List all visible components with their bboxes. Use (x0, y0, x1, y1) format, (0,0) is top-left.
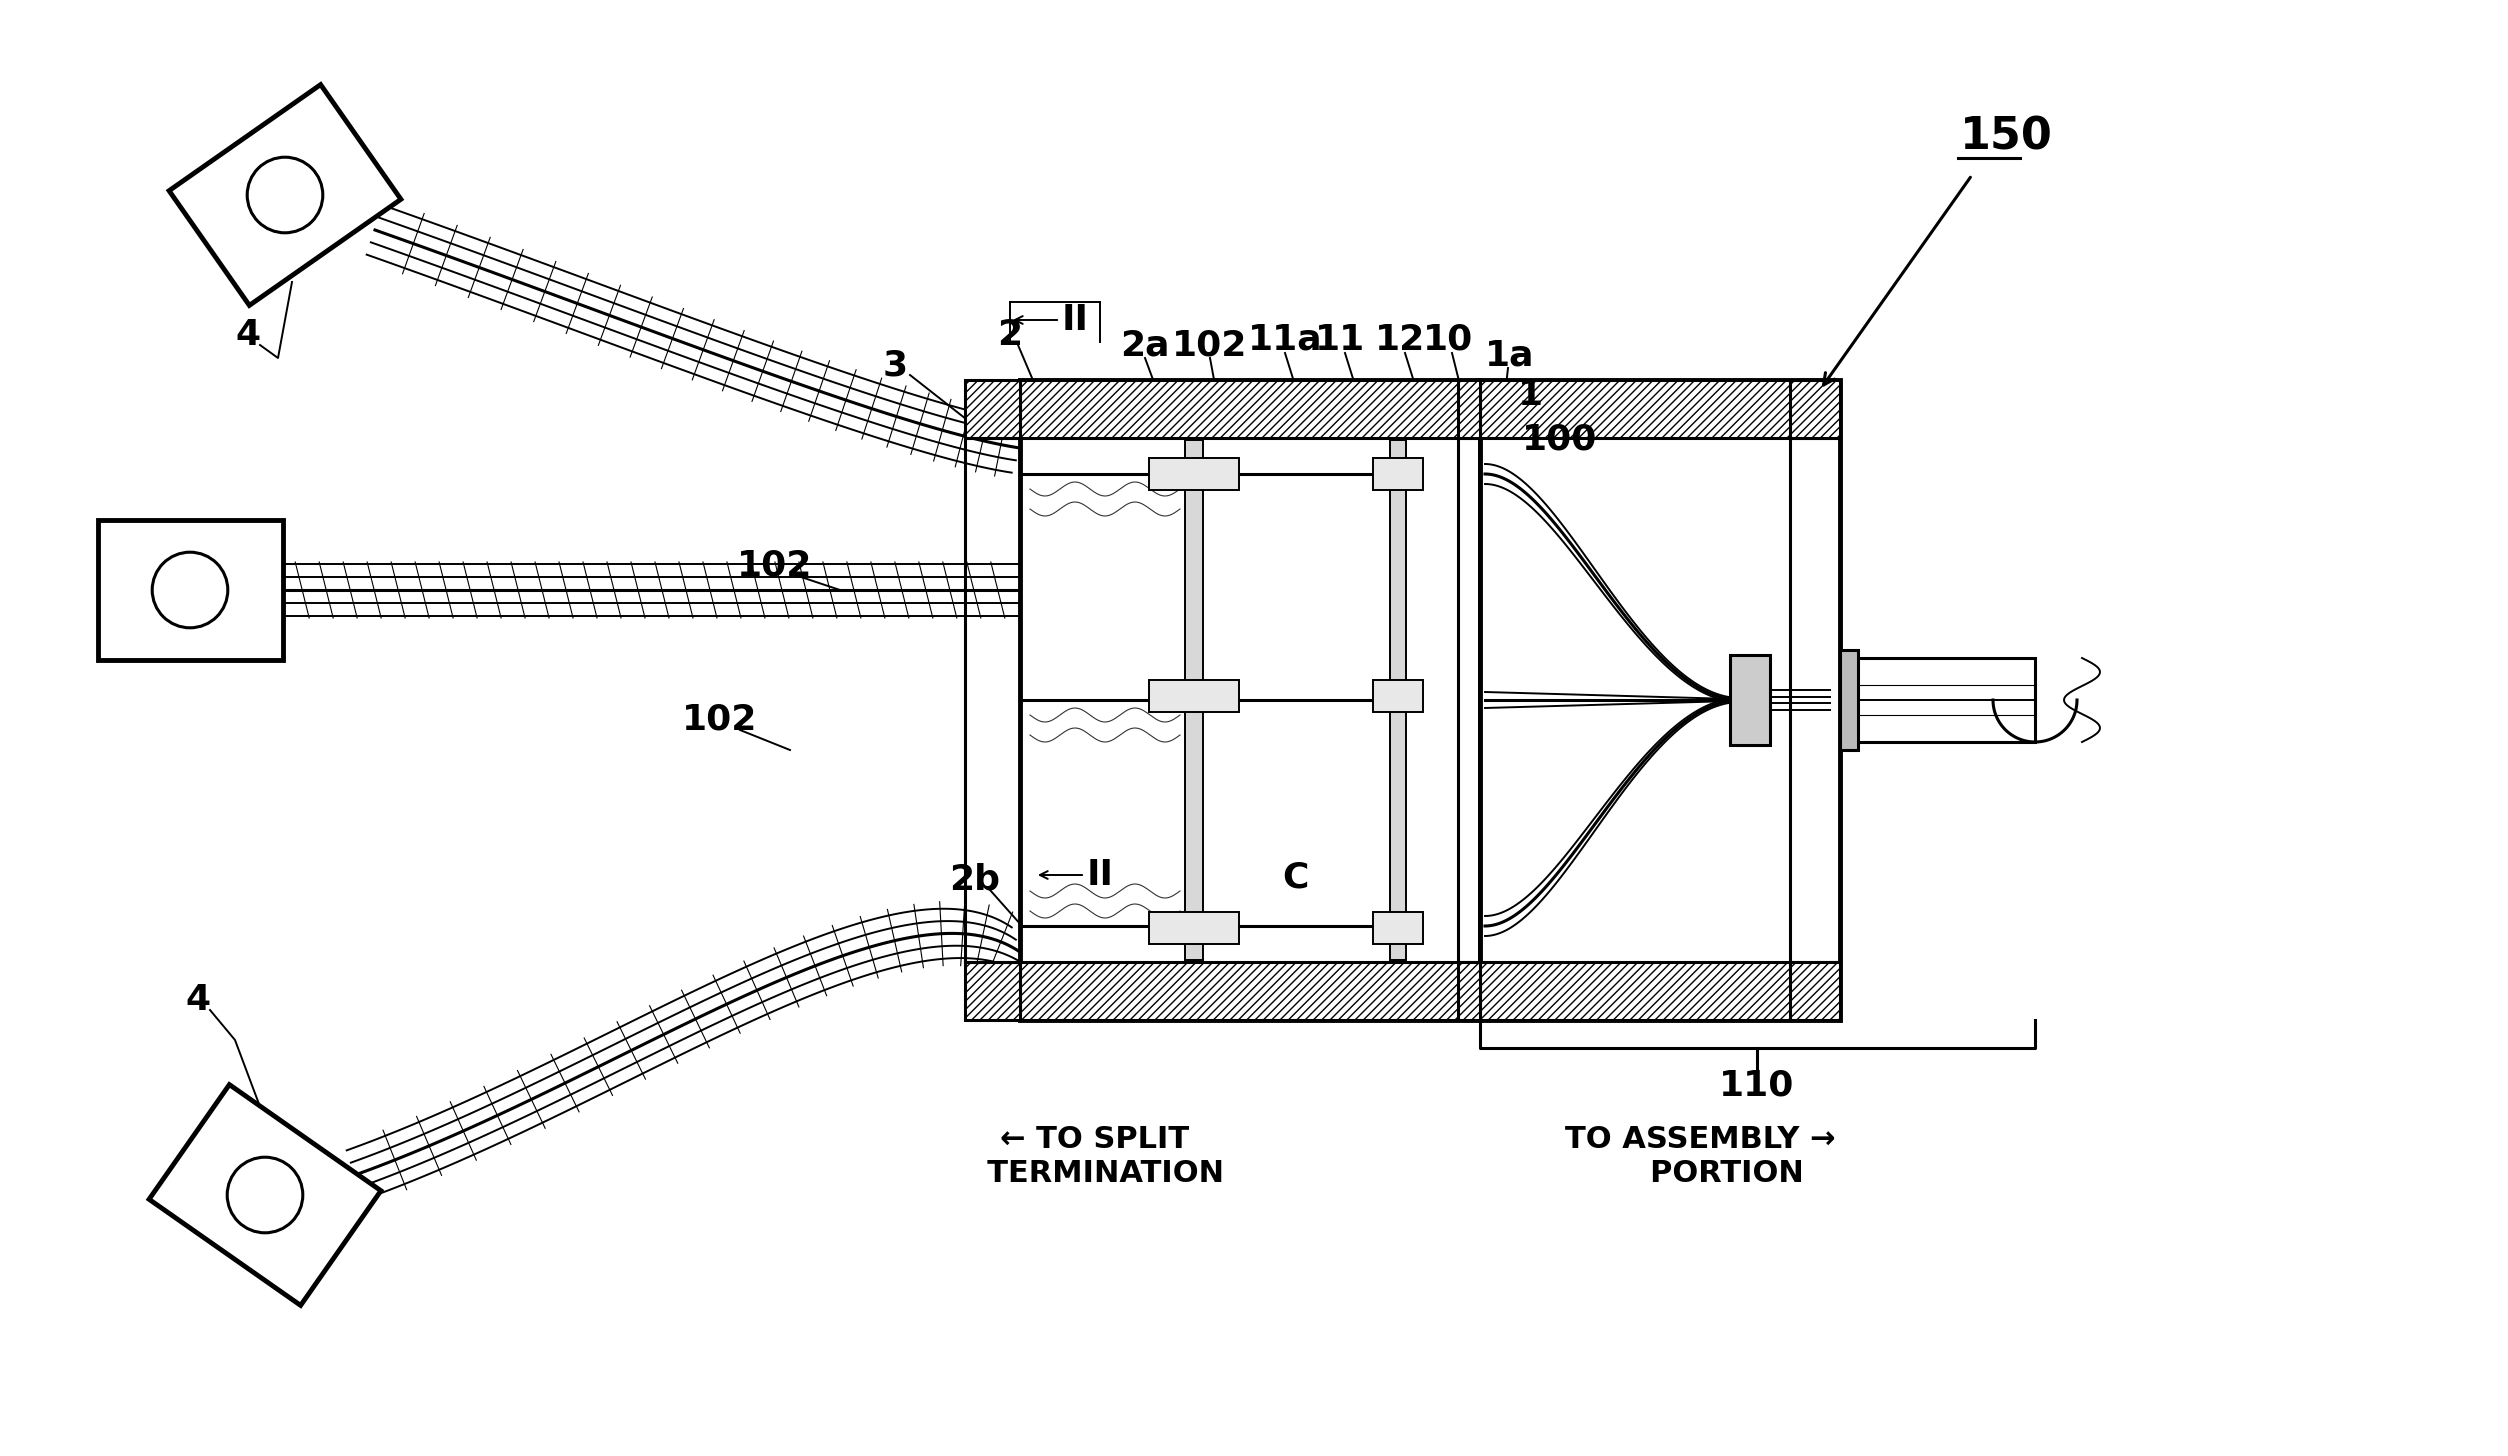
Text: 150: 150 (1959, 115, 2054, 159)
Bar (1480, 962, 1841, 1021)
Text: 12: 12 (1374, 323, 1425, 357)
Text: 2: 2 (998, 317, 1023, 352)
Text: ← TO SPLIT
  TERMINATION: ← TO SPLIT TERMINATION (966, 1125, 1224, 1188)
Text: 2a: 2a (1121, 328, 1169, 363)
Text: 11a: 11a (1246, 323, 1322, 357)
Bar (1791, 962, 1841, 1021)
Circle shape (248, 157, 324, 233)
Text: II: II (1086, 858, 1114, 893)
Bar (1372, 459, 1422, 491)
Bar (966, 962, 1021, 1021)
Bar (1372, 680, 1422, 712)
Text: C: C (1282, 860, 1309, 895)
Text: 3: 3 (883, 348, 908, 381)
Bar (1457, 962, 1480, 1021)
Bar (1372, 911, 1422, 943)
Bar (1149, 459, 1239, 491)
Bar (1021, 380, 1480, 438)
Polygon shape (168, 84, 401, 306)
Text: 1: 1 (1517, 379, 1542, 412)
Polygon shape (98, 520, 283, 660)
Bar (1480, 380, 1841, 1021)
Text: II: II (1061, 303, 1088, 336)
Bar (1457, 380, 1480, 438)
Text: 102: 102 (682, 703, 757, 737)
Text: 100: 100 (1522, 424, 1598, 457)
Bar (1389, 440, 1407, 960)
Bar (1021, 380, 1480, 1021)
Bar (1841, 658, 2034, 743)
Text: 110: 110 (1720, 1069, 1796, 1102)
Bar (1149, 911, 1239, 943)
Text: 2b: 2b (951, 863, 1001, 897)
Bar (1791, 380, 1841, 438)
Text: 4: 4 (236, 317, 261, 352)
Text: 4: 4 (186, 983, 211, 1016)
Text: 1a: 1a (1485, 338, 1535, 371)
Bar (1149, 680, 1239, 712)
Text: 102: 102 (1171, 328, 1246, 363)
Text: 10: 10 (1422, 323, 1472, 357)
Polygon shape (148, 1085, 381, 1306)
Bar (966, 380, 1021, 438)
Text: 11: 11 (1314, 323, 1364, 357)
Text: 102: 102 (737, 547, 813, 582)
Text: TO ASSEMBLY →
     PORTION: TO ASSEMBLY → PORTION (1565, 1125, 1836, 1188)
Bar (1021, 962, 1480, 1021)
Circle shape (153, 552, 228, 628)
Bar (1841, 649, 1858, 750)
Bar (1480, 380, 1841, 438)
Bar (1184, 440, 1204, 960)
Bar (1731, 655, 1771, 745)
Circle shape (228, 1158, 303, 1233)
